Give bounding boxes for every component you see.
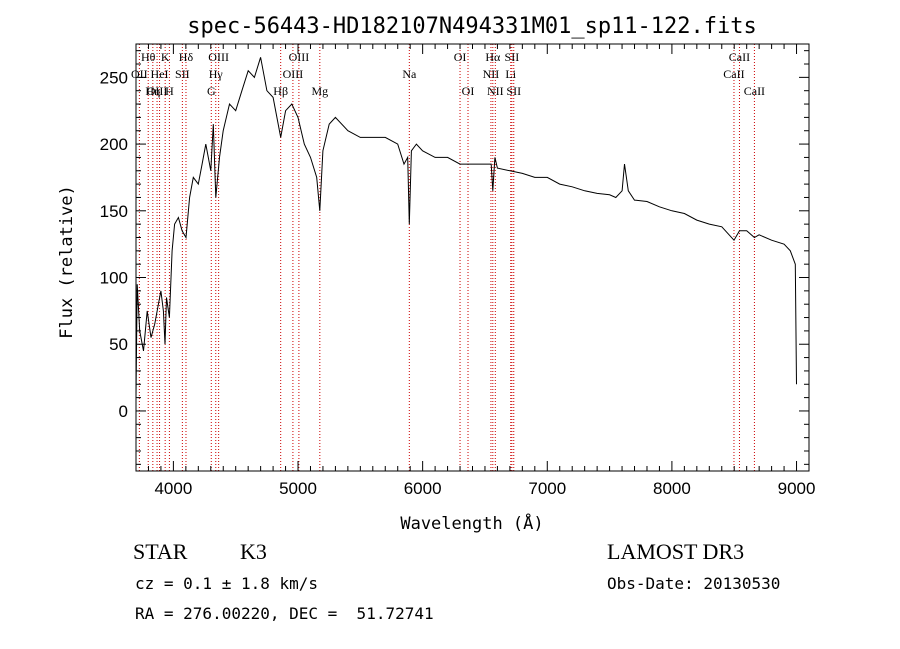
- line-label: OIII: [283, 67, 304, 81]
- line-label: NII: [487, 84, 504, 98]
- line-label: OI: [454, 50, 467, 64]
- survey-name: LAMOST DR3: [607, 539, 745, 564]
- line-labels: HθOIIHηOIIIHeIKHSIIHδGHγOIIIHβOIIIOIIIMg…: [131, 50, 765, 98]
- coordinates: RA = 276.00220, DEC = 51.72741: [135, 604, 434, 623]
- x-tick-label: 8000: [653, 479, 691, 498]
- line-markers: [138, 44, 755, 471]
- y-tick-label: 100: [100, 269, 128, 288]
- obs-date: Obs-Date: 20130530: [607, 574, 781, 593]
- line-label: OIII: [289, 50, 310, 64]
- line-label: Hα: [485, 50, 501, 64]
- line-label: G: [207, 84, 216, 98]
- x-tick-label: 5000: [279, 479, 317, 498]
- line-label: CaII: [723, 67, 744, 81]
- line-label: SII: [506, 84, 521, 98]
- line-label: Hη: [145, 84, 160, 98]
- line-label: OIII: [208, 50, 229, 64]
- line-label: K: [161, 50, 170, 64]
- line-label: OIII: [147, 84, 168, 98]
- y-tick-label: 150: [100, 202, 128, 221]
- line-label: Hδ: [179, 50, 194, 64]
- line-label: OII: [131, 67, 148, 81]
- y-tick-label: 50: [109, 335, 128, 354]
- y-tick-label: 200: [100, 135, 128, 154]
- line-label: NII: [483, 67, 500, 81]
- x-tick-label: 7000: [528, 479, 566, 498]
- line-label: CaII: [744, 84, 765, 98]
- x-tick-label: 6000: [404, 479, 442, 498]
- chart-title: spec-56443-HD182107N494331M01_sp11-122.f…: [187, 14, 757, 39]
- y-tick-label: 0: [119, 402, 128, 421]
- y-axis-label: Flux (relative): [57, 185, 77, 339]
- line-label: H: [165, 84, 174, 98]
- line-label: OI: [462, 84, 475, 98]
- line-label: SII: [505, 50, 520, 64]
- line-label: Li: [505, 67, 516, 81]
- redshift-readout: cz = 0.1 ± 1.8 km/s: [135, 574, 319, 593]
- y-axis: 0 50 100 150 200 250: [100, 50, 809, 465]
- line-label: SII: [175, 67, 190, 81]
- line-label: Hβ: [273, 84, 288, 98]
- line-label: Mg: [311, 84, 328, 98]
- line-label: Hγ: [209, 67, 224, 81]
- line-label: CaII: [729, 50, 750, 64]
- object-class: STAR: [133, 539, 188, 564]
- y-tick-label: 250: [100, 68, 128, 87]
- line-label: Na: [402, 67, 417, 81]
- object-subclass: K3: [240, 539, 267, 564]
- x-tick-label: 4000: [154, 479, 192, 498]
- spectrum-line: [135, 57, 797, 398]
- line-label: Hθ: [141, 50, 156, 64]
- x-tick-label: 9000: [778, 479, 816, 498]
- x-axis-label: Wavelength (Å): [400, 512, 543, 534]
- line-label: HeI: [151, 67, 169, 81]
- x-axis: 4000 5000 6000 7000 8000 9000: [135, 44, 816, 498]
